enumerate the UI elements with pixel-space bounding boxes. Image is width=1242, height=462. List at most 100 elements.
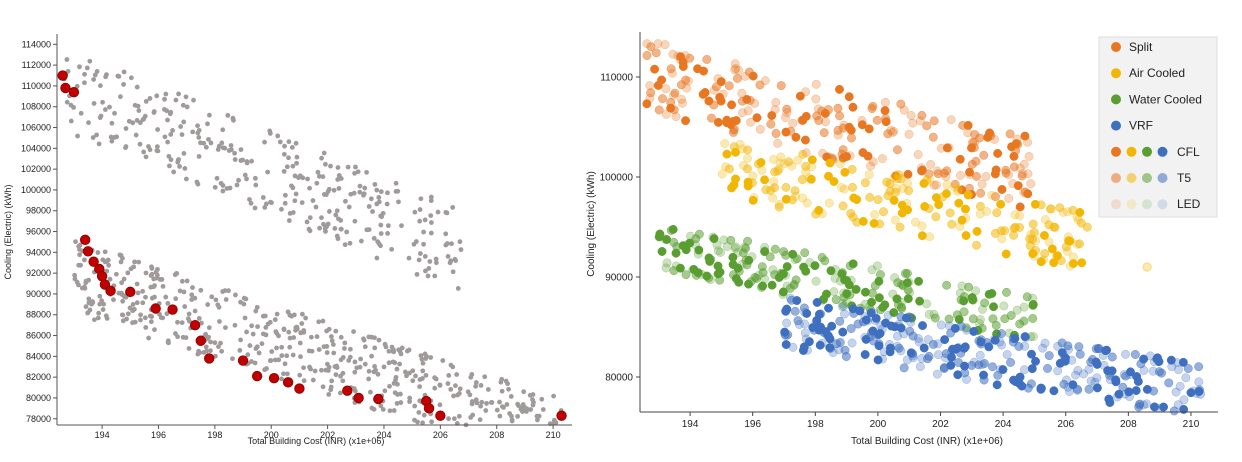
left-data-point [140,288,146,294]
left-data-point [207,112,212,118]
right-data-point [1030,199,1040,209]
left-data-point [412,403,418,409]
right-data-point [669,105,679,115]
right-data-point [780,330,790,339]
right-data-point [846,324,856,334]
right-data-point [1164,378,1174,388]
left-data-point [382,341,388,347]
left-data-point [137,141,143,147]
left-data-point [551,393,557,399]
right-x-tick-label: 194 [682,419,699,430]
left-data-point [281,326,287,332]
left-data-point [84,65,90,71]
right-data-point [918,321,927,331]
left-data-point [393,377,398,383]
right-data-point [681,245,691,255]
right-data-point [1049,386,1059,396]
right-data-point [998,365,1008,375]
left-data-point [120,298,126,304]
right-data-point [811,209,821,219]
right-data-point [861,315,871,325]
right-data-point [886,321,896,331]
left-data-point [196,154,202,159]
right-data-point [794,320,804,329]
left-data-point [508,394,514,399]
right-data-point [1039,231,1049,240]
right-data-point [875,329,885,338]
left-data-point [456,413,462,419]
right-x-tick-label: 196 [744,419,761,430]
legend-shade-swatch [1157,199,1168,210]
left-data-point [521,389,527,395]
right-x-tick-label: 208 [1120,419,1137,430]
left-data-point [287,211,293,216]
left-data-point [196,127,202,133]
left-data-point [358,238,364,244]
left-data-point [284,353,290,359]
right-data-point [898,184,908,193]
right-data-point [1028,219,1038,229]
left-data-point [345,164,351,170]
left-data-point [362,361,368,367]
left-data-point [420,420,426,426]
right-data-point [1014,342,1024,351]
right-data-point [914,276,924,286]
right-data-point [832,339,841,349]
left-data-point [366,227,372,232]
left-data-point [192,308,198,314]
right-data-point [672,242,682,252]
left-data-point [371,369,377,375]
left-data-point [358,356,364,362]
right-data-point [1167,362,1177,372]
left-data-point [281,168,287,174]
left-data-point [82,257,87,263]
right-data-point [1004,194,1014,203]
right-data-point [1174,365,1183,375]
legend-label: Water Cooled [1129,92,1202,106]
left-data-point [456,390,462,396]
left-data-point [102,259,108,265]
left-data-point [173,296,179,302]
right-data-point [903,294,913,304]
right-data-point [919,343,929,353]
left-data-point [182,165,188,171]
right-data-point [715,92,725,102]
left-data-point [71,105,76,110]
right-data-point [661,84,671,94]
left-data-point [128,266,134,272]
right-data-point [883,191,893,201]
left-pareto-point [435,410,446,421]
right-data-point [1154,357,1164,367]
left-data-point [176,91,181,97]
left-data-point [338,176,344,181]
left-data-point [213,297,219,303]
left-data-point [366,368,372,374]
right-data-point [1044,351,1054,361]
left-data-point [534,413,540,419]
left-data-point [506,386,511,392]
left-data-point [233,292,238,298]
left-data-point [347,240,353,246]
right-data-point [1075,239,1085,249]
right-data-point [851,284,861,294]
left-data-point [376,195,382,200]
left-data-point [281,371,286,377]
left-data-point [479,399,485,405]
left-data-point [298,330,304,336]
right-data-point [781,340,791,349]
left-data-point [282,192,288,198]
left-pareto-point [204,353,215,364]
left-data-point [134,281,140,287]
right-data-point [967,293,977,302]
legend-label: T5 [1177,171,1191,185]
right-data-point [872,261,882,271]
right-data-point [896,346,906,356]
left-data-point [458,247,464,253]
right-data-point [874,293,884,303]
right-data-point [838,302,847,312]
left-data-point [413,373,418,379]
left-data-point [378,189,384,195]
left-data-point [77,242,83,248]
left-data-point [296,175,301,181]
left-data-point [432,385,438,391]
